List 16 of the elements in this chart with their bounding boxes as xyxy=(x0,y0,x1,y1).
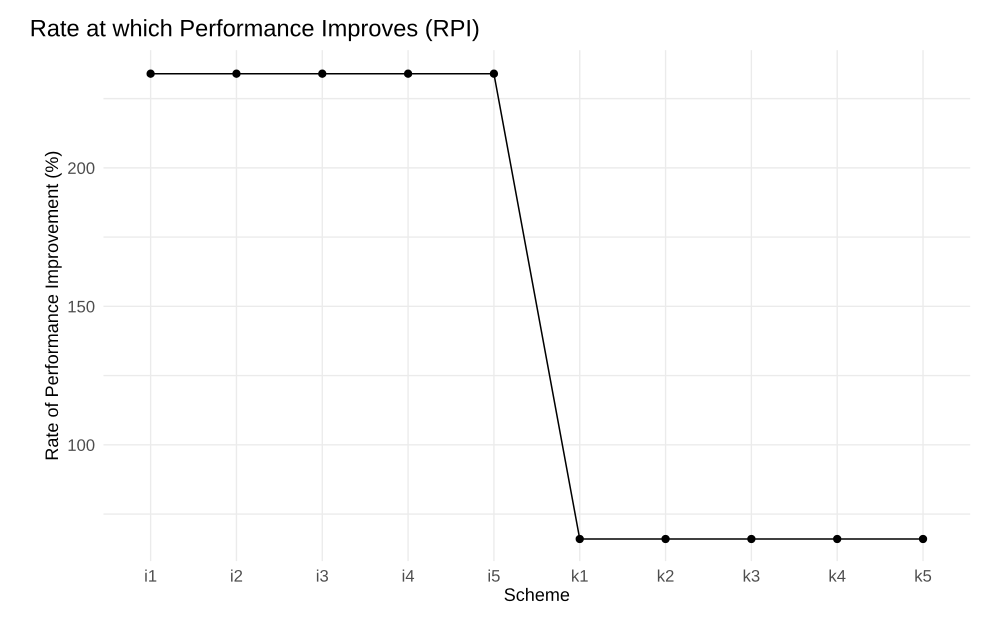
x-tick-label: k4 xyxy=(830,570,846,582)
x-tick-label: i5 xyxy=(488,570,500,582)
y-tick-label: 100 xyxy=(68,439,94,452)
x-tick-label: i3 xyxy=(316,570,328,582)
x-tick-label: k2 xyxy=(658,570,674,582)
x-tick-label: k5 xyxy=(915,570,932,582)
x-tick-label: i4 xyxy=(402,570,414,582)
x-tick-label: k3 xyxy=(744,570,760,582)
x-tick-label: i2 xyxy=(231,570,242,582)
y-tick-label: 150 xyxy=(68,300,94,313)
x-tick-label: i1 xyxy=(145,570,156,582)
chart-title: Rate at which Performance Improves (RPI) xyxy=(32,19,478,42)
y-tick-label: 200 xyxy=(68,162,94,174)
x-tick-label: k1 xyxy=(572,570,588,582)
x-axis-title: Scheme xyxy=(504,588,570,602)
y-axis-title: Rate of Performance Improvement (%) xyxy=(44,152,62,460)
